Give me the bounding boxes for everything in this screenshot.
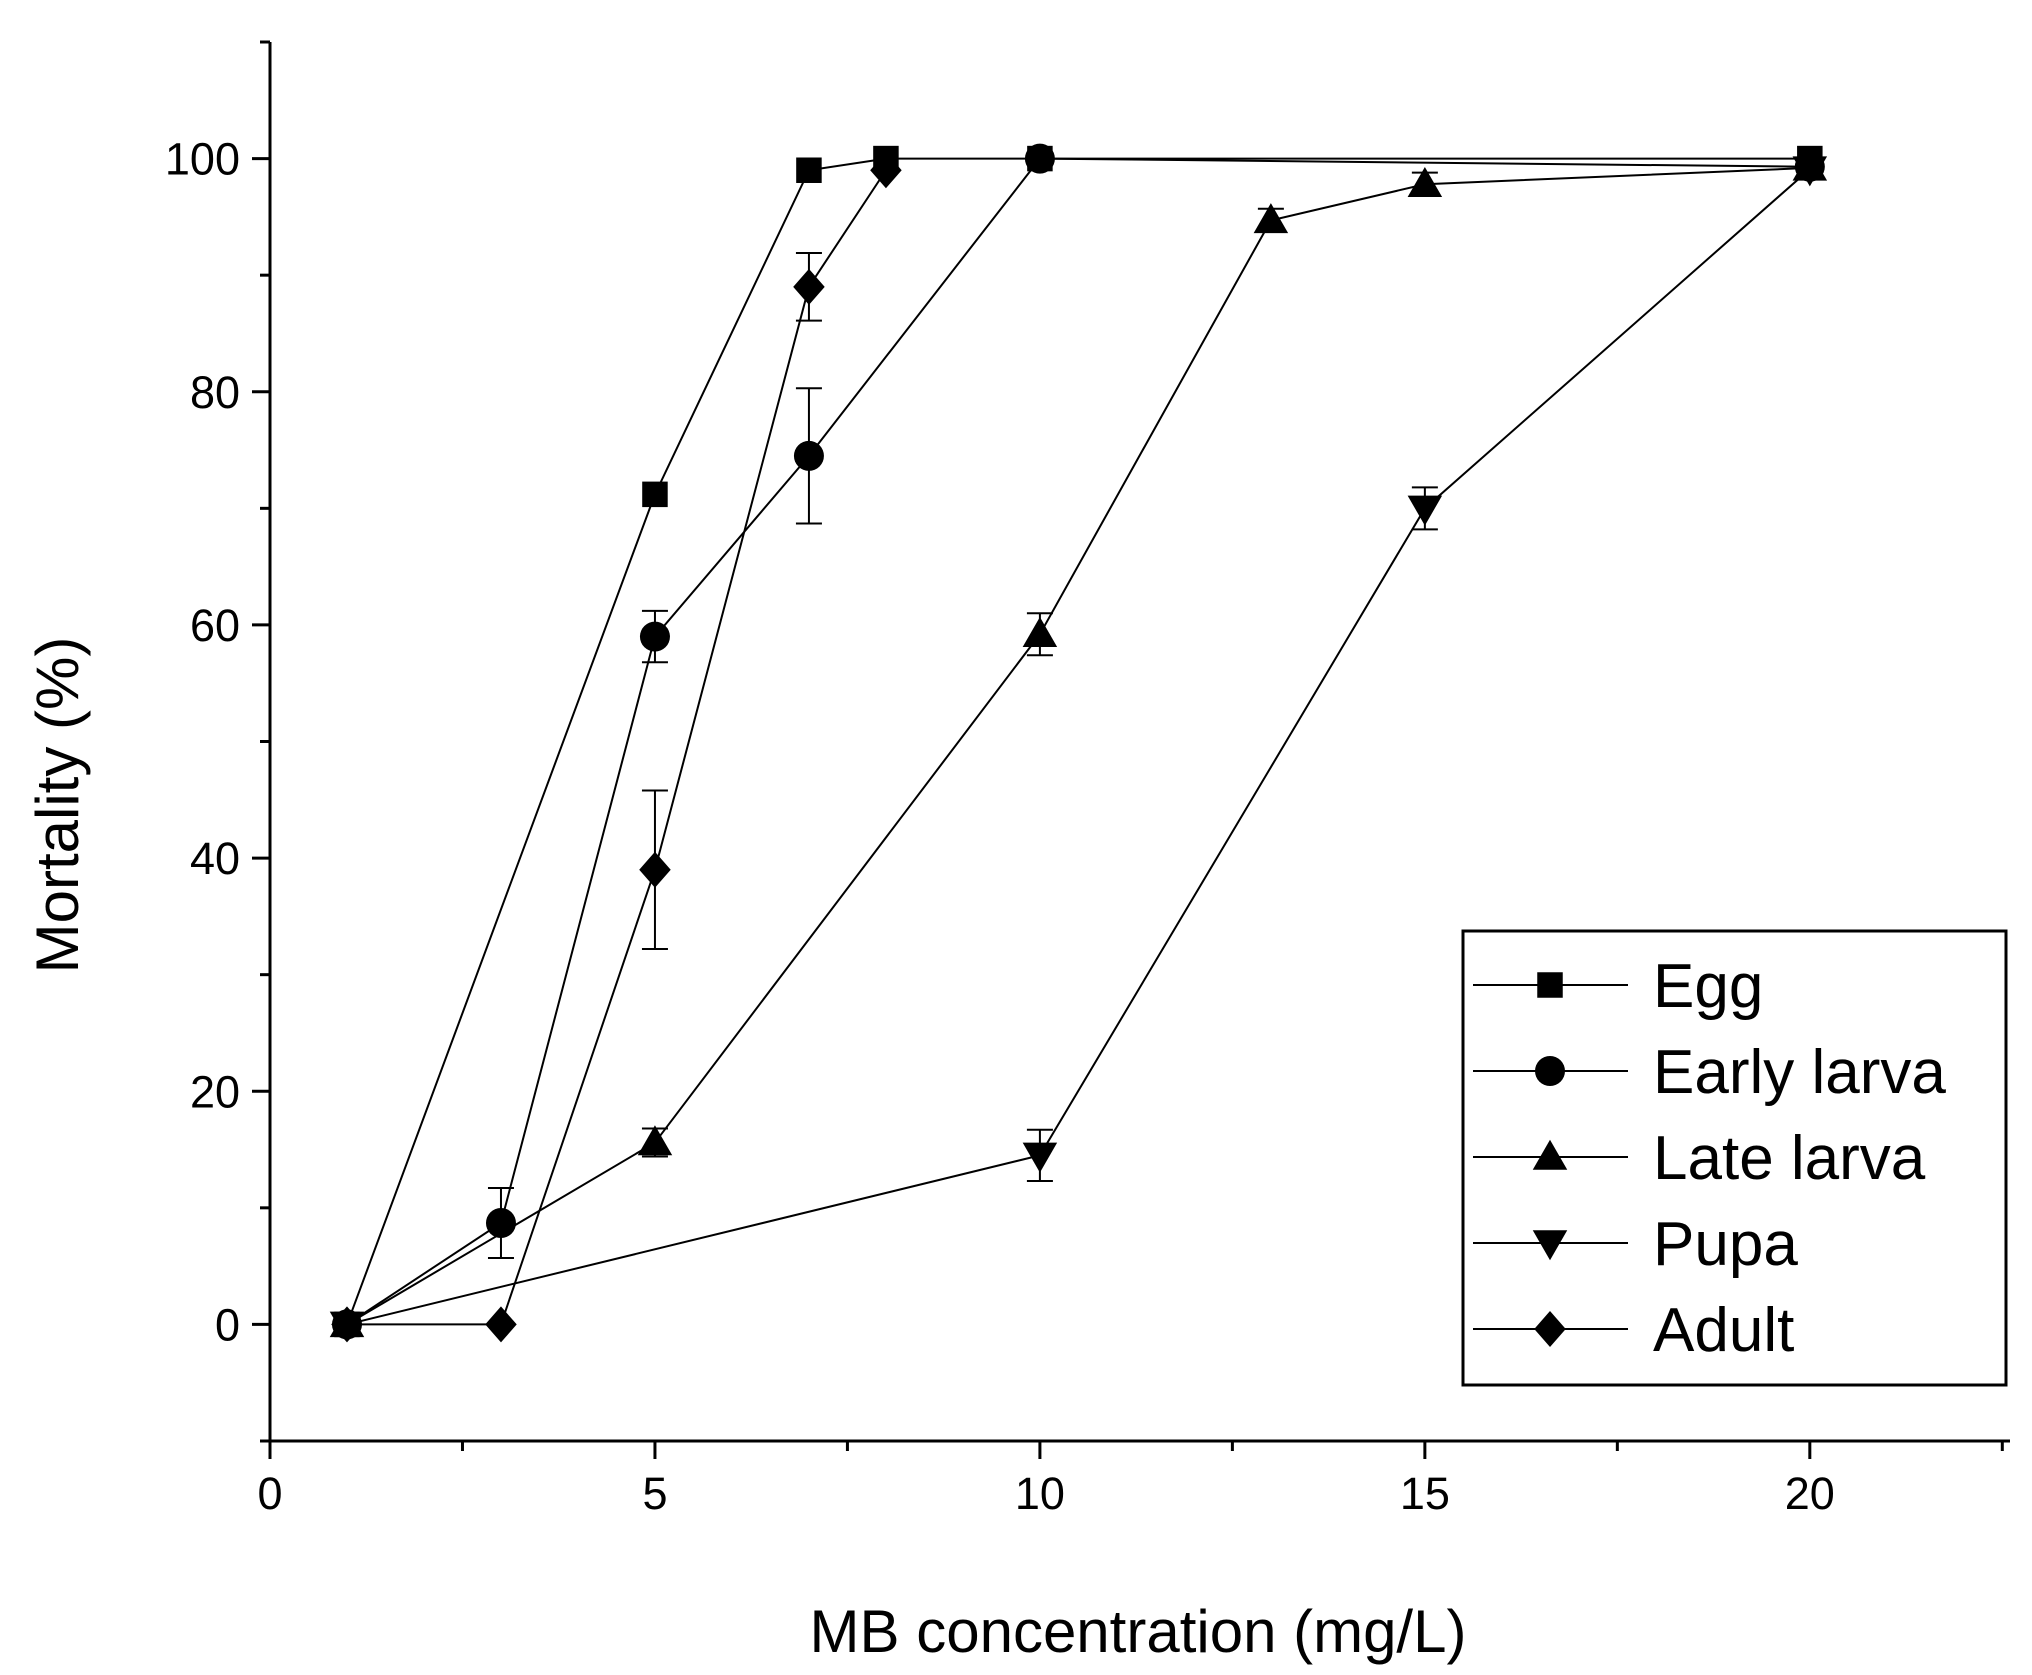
legend-marker-early-larva — [1535, 1056, 1565, 1086]
y-axis-title: Mortality (%) — [24, 637, 91, 974]
error-bars — [487, 171, 1438, 1259]
x-tick-label: 10 — [1015, 1468, 1065, 1519]
data-point-adult — [639, 851, 671, 888]
data-point-pupa — [1792, 156, 1828, 187]
y-tick-label: 20 — [190, 1066, 240, 1117]
data-point-egg — [642, 481, 668, 508]
data-point-early-larva — [1024, 143, 1055, 174]
data-point-egg — [796, 157, 822, 183]
series-markers — [329, 143, 1828, 1343]
y-tick-label: 100 — [165, 134, 240, 185]
x-tick-label: 15 — [1400, 1468, 1450, 1519]
series-line-adult — [346, 169, 887, 1326]
legend-label-egg: Egg — [1653, 952, 1763, 1021]
data-point-early-larva — [639, 621, 670, 652]
axes: 0 5 10 15 20 0 20 40 60 80 100 — [165, 40, 2010, 1519]
series-line-early-larva — [346, 157, 1810, 1326]
data-point-late-larva — [1022, 616, 1058, 647]
series-line-egg — [346, 157, 1810, 1325]
x-axis-title: MB concentration (mg/L) — [810, 1598, 1467, 1665]
legend-label-adult: Adult — [1653, 1296, 1794, 1365]
data-point-pupa — [1407, 495, 1443, 526]
legend-label-early-larva: Early larva — [1653, 1038, 1946, 1107]
x-tick-label: 20 — [1785, 1468, 1835, 1519]
legend: Egg Early larva Late larva Pupa Adult — [1461, 929, 2008, 1387]
data-point-early-larva — [485, 1207, 516, 1238]
y-tick-label: 40 — [190, 833, 240, 884]
series-lines — [346, 157, 1811, 1326]
data-point-adult — [870, 152, 902, 189]
data-point-early-larva — [793, 440, 824, 471]
legend-label-late-larva: Late larva — [1653, 1124, 1926, 1193]
y-tick-label: 80 — [190, 367, 240, 418]
legend-marker-adult — [1534, 1311, 1566, 1347]
x-tick-label: 5 — [642, 1468, 667, 1519]
data-point-adult — [331, 1306, 363, 1343]
legend-marker-egg — [1537, 972, 1563, 998]
y-tick-label: 60 — [190, 600, 240, 651]
data-point-late-larva — [1253, 203, 1289, 234]
data-point-late-larva — [637, 1125, 673, 1156]
data-point-adult — [793, 268, 825, 305]
data-point-late-larva — [1407, 166, 1443, 197]
series-line-pupa — [346, 168, 1811, 1326]
legend-marker-pupa — [1532, 1230, 1568, 1261]
data-point-adult — [485, 1306, 517, 1343]
series-line-late-larva — [346, 166, 1810, 1326]
legend-marker-late-larva — [1532, 1139, 1568, 1170]
legend-label-pupa: Pupa — [1653, 1210, 1798, 1279]
x-tick-label: 0 — [257, 1468, 282, 1519]
y-tick-label: 0 — [215, 1299, 240, 1350]
data-point-pupa — [1022, 1142, 1058, 1173]
